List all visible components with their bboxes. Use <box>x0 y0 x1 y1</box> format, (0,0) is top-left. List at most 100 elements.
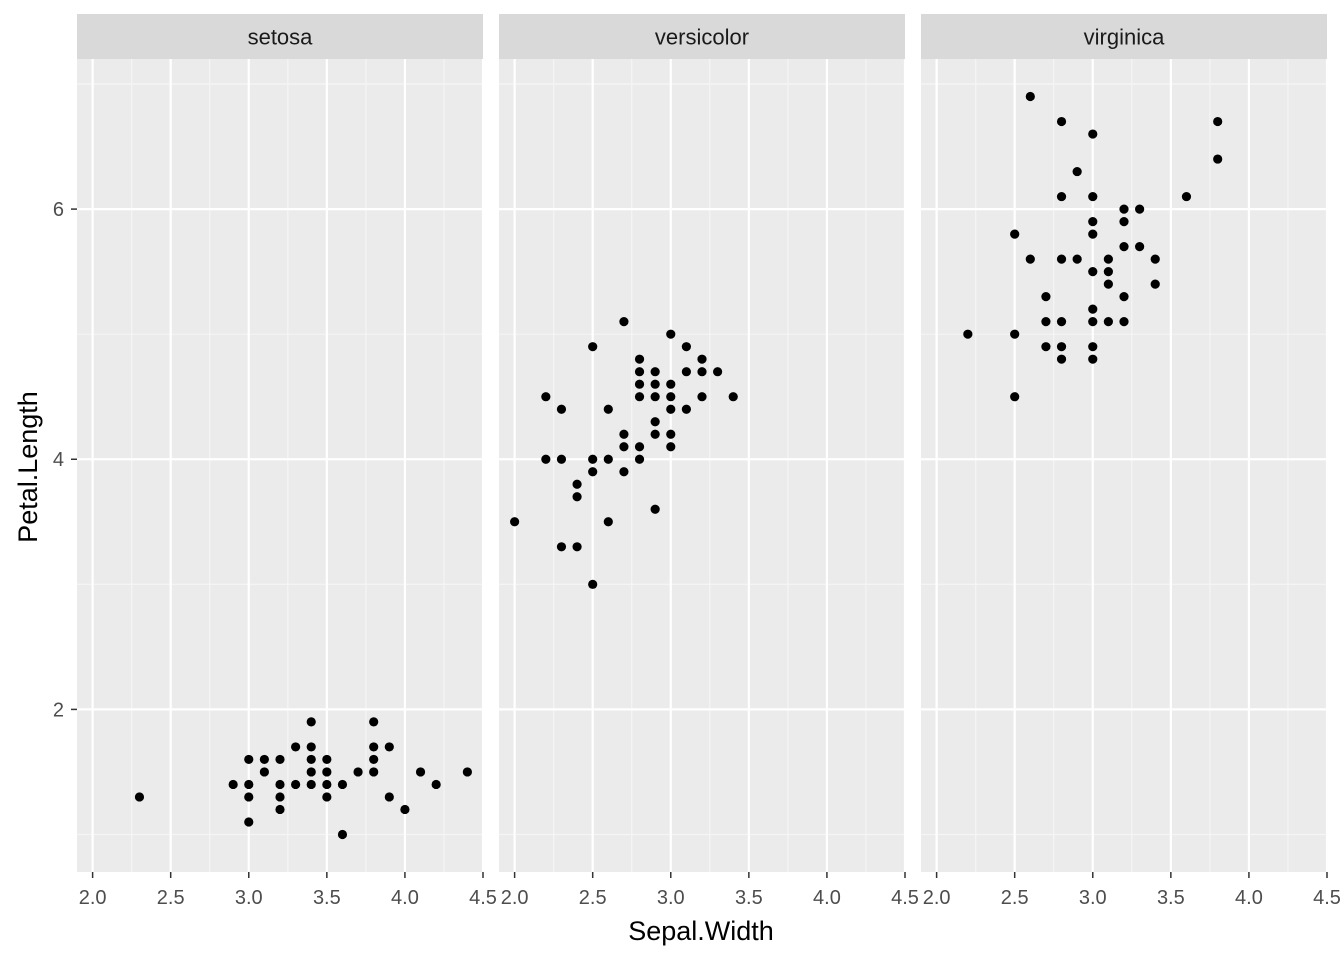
data-point <box>1088 229 1098 239</box>
data-point <box>1088 217 1098 227</box>
y-tick-label: 2 <box>53 699 64 721</box>
data-point <box>572 542 582 552</box>
data-point <box>666 429 676 439</box>
panel-background <box>499 59 905 872</box>
data-point <box>603 517 613 527</box>
data-point <box>1088 191 1098 202</box>
x-tick-label: 4.5 <box>891 887 919 909</box>
data-point <box>291 742 301 752</box>
x-tick-label: 2.0 <box>79 887 107 909</box>
data-point <box>306 767 316 777</box>
data-point <box>259 767 269 777</box>
data-point <box>1056 116 1067 127</box>
data-point <box>1010 392 1020 402</box>
facet-panel-virginica: virginica 2.0 2.5 3.0 3.5 4.0 4.5 <box>921 14 1341 909</box>
data-point <box>713 367 723 377</box>
data-point <box>415 767 426 777</box>
data-point <box>556 542 567 552</box>
data-point <box>306 779 316 790</box>
data-point <box>634 392 645 402</box>
x-tick-label: 4.5 <box>469 887 497 909</box>
x-tick-label: 2.5 <box>157 887 185 909</box>
data-point <box>337 779 348 790</box>
data-point <box>322 792 332 802</box>
data-point <box>275 804 285 815</box>
data-point <box>1010 229 1020 239</box>
data-point <box>1041 292 1051 302</box>
data-point <box>681 367 691 377</box>
data-point <box>650 392 660 402</box>
data-point <box>1088 304 1098 314</box>
x-tick-label: 3.5 <box>1157 887 1185 909</box>
data-point <box>556 454 567 464</box>
data-point <box>666 329 676 339</box>
data-point <box>259 754 269 765</box>
data-point <box>556 404 567 414</box>
data-point <box>1056 317 1067 327</box>
data-point <box>1150 279 1160 289</box>
data-point <box>244 779 254 790</box>
data-point <box>1181 191 1192 202</box>
data-point <box>1041 342 1051 352</box>
data-point <box>1088 129 1098 139</box>
data-point <box>1088 267 1098 277</box>
data-point <box>1072 254 1082 264</box>
data-point <box>1135 242 1145 252</box>
data-point <box>681 404 691 414</box>
data-point <box>619 442 629 452</box>
data-point <box>588 467 598 477</box>
facet-strip-label: virginica <box>1084 25 1165 50</box>
x-tick-label: 4.5 <box>1313 887 1341 909</box>
data-point <box>1150 254 1160 264</box>
data-point <box>306 754 316 765</box>
data-point <box>369 754 379 765</box>
panels-layer: setosa 2.0 2.5 3.0 3.5 4.0 4.5 versicolor 2.0 2.5… <box>77 14 1341 909</box>
data-point <box>634 354 645 364</box>
data-point <box>1056 254 1067 264</box>
data-point <box>1010 329 1020 339</box>
data-point <box>291 779 301 790</box>
data-point <box>681 342 691 352</box>
data-point <box>1135 204 1145 214</box>
data-point <box>697 354 707 364</box>
data-point <box>572 479 582 489</box>
data-point <box>619 317 629 327</box>
y-axis-title: Petal.Length <box>13 391 43 543</box>
data-point <box>588 454 598 464</box>
data-point <box>322 779 332 790</box>
x-tick-label: 2.5 <box>579 887 607 909</box>
data-point <box>963 329 973 339</box>
data-point <box>275 792 285 802</box>
data-point <box>1025 91 1035 102</box>
data-point <box>510 517 520 527</box>
data-point <box>1072 166 1082 177</box>
data-point <box>1056 342 1067 352</box>
data-point <box>1213 116 1223 127</box>
data-point <box>400 804 410 815</box>
data-point <box>1103 279 1113 289</box>
data-point <box>384 742 394 752</box>
x-tick-label: 2.0 <box>923 887 951 909</box>
data-point <box>619 467 629 477</box>
data-point <box>1103 254 1113 264</box>
data-point <box>1119 317 1129 327</box>
data-point <box>1119 204 1129 214</box>
data-point <box>322 767 332 777</box>
x-tick-label: 4.0 <box>813 887 841 909</box>
x-tick-label: 3.5 <box>735 887 763 909</box>
facet-panel-setosa: setosa 2.0 2.5 3.0 3.5 4.0 4.5 <box>77 14 497 909</box>
x-tick-label: 4.0 <box>1235 887 1263 909</box>
data-point <box>634 454 645 464</box>
data-point <box>1056 191 1067 202</box>
data-point <box>1088 342 1098 352</box>
data-point <box>275 779 285 790</box>
data-point <box>1088 354 1098 364</box>
facet-strip <box>499 14 905 59</box>
data-point <box>666 392 676 402</box>
panel-background <box>921 59 1327 872</box>
data-point <box>588 579 598 589</box>
facet-strip <box>77 14 483 59</box>
x-axis-title: Sepal.Width <box>628 916 774 946</box>
y-tick-label: 6 <box>53 199 64 221</box>
data-point <box>603 454 613 464</box>
